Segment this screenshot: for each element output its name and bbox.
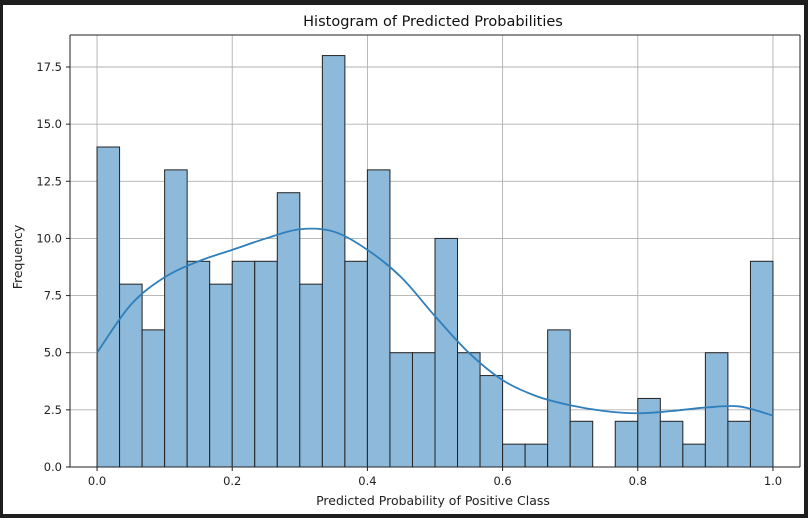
histogram-bar <box>569 420 594 468</box>
histogram-bar <box>186 260 211 468</box>
y-tick-label: 15.0 <box>36 117 62 131</box>
histogram-chart: Histogram of Predicted Probabilities Pre… <box>10 14 801 508</box>
histogram-bar <box>614 420 639 468</box>
y-tick-label: 10.0 <box>36 231 62 245</box>
histogram-bar <box>96 146 121 468</box>
histogram-bar <box>547 329 571 468</box>
histogram-bar <box>749 260 774 468</box>
y-tick-label: 5.0 <box>44 346 62 360</box>
y-tick-label: 12.5 <box>36 174 62 188</box>
y-axis-title: Frequency <box>10 224 25 289</box>
kde-line <box>96 227 774 417</box>
x-tick-label: 0.6 <box>493 474 511 488</box>
histogram-bar <box>704 352 729 468</box>
histogram-bar <box>524 443 549 468</box>
histogram-bar <box>119 283 143 468</box>
x-tick-label: 0.4 <box>358 474 376 488</box>
histogram-bar <box>209 283 233 468</box>
histogram-bar <box>344 260 368 468</box>
histogram-bar <box>434 237 459 468</box>
histogram-bar <box>502 443 526 468</box>
histogram-bar <box>682 443 706 468</box>
histogram-bar <box>659 420 684 468</box>
histogram-bar <box>254 260 278 468</box>
x-tick-label: 0.0 <box>88 474 106 488</box>
y-tick-label: 0.0 <box>44 460 62 474</box>
y-tick-label: 17.5 <box>36 60 62 74</box>
y-tick-label: 2.5 <box>44 403 62 417</box>
x-tick-label: 0.2 <box>223 474 241 488</box>
histogram-bar <box>366 169 391 468</box>
histogram-bar <box>141 329 166 468</box>
histogram-bar <box>231 260 256 468</box>
histogram-bar <box>457 352 481 468</box>
y-axis-ticks: 0.0 2.5 5.0 7.5 10.0 12.5 15.0 17.5 <box>36 60 70 474</box>
histogram-bar <box>411 352 436 468</box>
histogram-bar <box>164 169 188 468</box>
histogram-bar <box>389 352 413 468</box>
histogram-bar <box>479 375 504 468</box>
kde-curve <box>96 227 774 417</box>
axes <box>69 34 801 468</box>
histogram-bar <box>299 283 323 468</box>
histogram-bar <box>727 420 751 468</box>
x-tick-label: 0.8 <box>629 474 647 488</box>
x-axis-ticks: 0.0 0.2 0.4 0.6 0.8 1.0 <box>88 467 782 488</box>
grid-lines <box>70 35 800 468</box>
y-tick-label: 7.5 <box>44 289 62 303</box>
chart-title: Histogram of Predicted Probabilities <box>303 14 563 30</box>
x-tick-label: 1.0 <box>764 474 782 488</box>
chart-canvas: Histogram of Predicted Probabilities Pre… <box>3 5 804 514</box>
histogram-bar <box>637 397 661 468</box>
histogram-bar <box>321 55 346 468</box>
x-axis-title: Predicted Probability of Positive Class <box>316 493 550 508</box>
